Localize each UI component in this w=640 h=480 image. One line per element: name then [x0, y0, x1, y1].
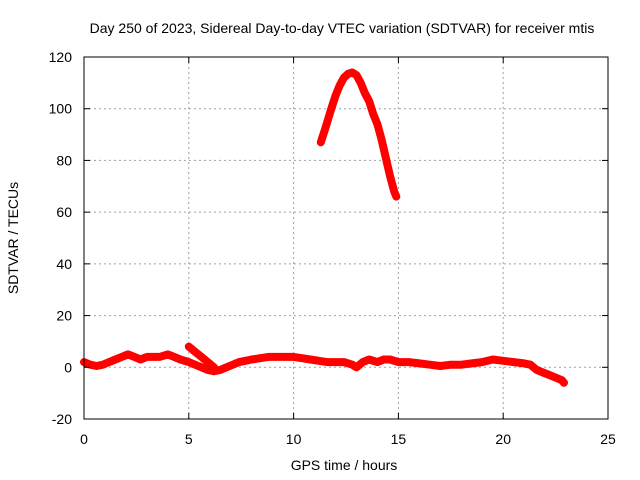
series-layer — [80, 68, 568, 387]
grid-layer — [84, 57, 608, 419]
series-sdtvar-late — [526, 360, 568, 387]
tick-label-layer: 0 5 10 15 20 25 -20 0 20 40 60 80 100 120 — [49, 49, 616, 447]
x-tick-label: 25 — [600, 431, 616, 447]
y-tick-label: 20 — [56, 308, 72, 324]
chart-title: Day 250 of 2023, Sidereal Day-to-day VTE… — [90, 20, 595, 36]
y-tick-label: 40 — [56, 256, 72, 272]
series-sdtvar-peak — [316, 68, 401, 201]
plot-frame — [83, 56, 609, 420]
x-tick-label: 20 — [495, 431, 511, 447]
x-tick-label: 0 — [80, 431, 88, 447]
x-tick-label: 5 — [185, 431, 193, 447]
y-tick-label: 60 — [56, 204, 72, 220]
y-tick-label: -20 — [52, 411, 72, 427]
series-sdtvar-step — [184, 342, 218, 372]
y-tick-label: 0 — [64, 359, 72, 375]
x-tick-label: 10 — [286, 431, 302, 447]
x-tick-label: 15 — [391, 431, 407, 447]
x-axis-label: GPS time / hours — [291, 457, 398, 473]
tick-layer — [83, 56, 609, 420]
y-tick-label: 100 — [49, 101, 73, 117]
y-tick-label: 120 — [49, 49, 73, 65]
y-axis-label: SDTVAR / TECUs — [5, 182, 21, 294]
series-sdtvar-low — [80, 350, 535, 376]
y-tick-label: 80 — [56, 152, 72, 168]
